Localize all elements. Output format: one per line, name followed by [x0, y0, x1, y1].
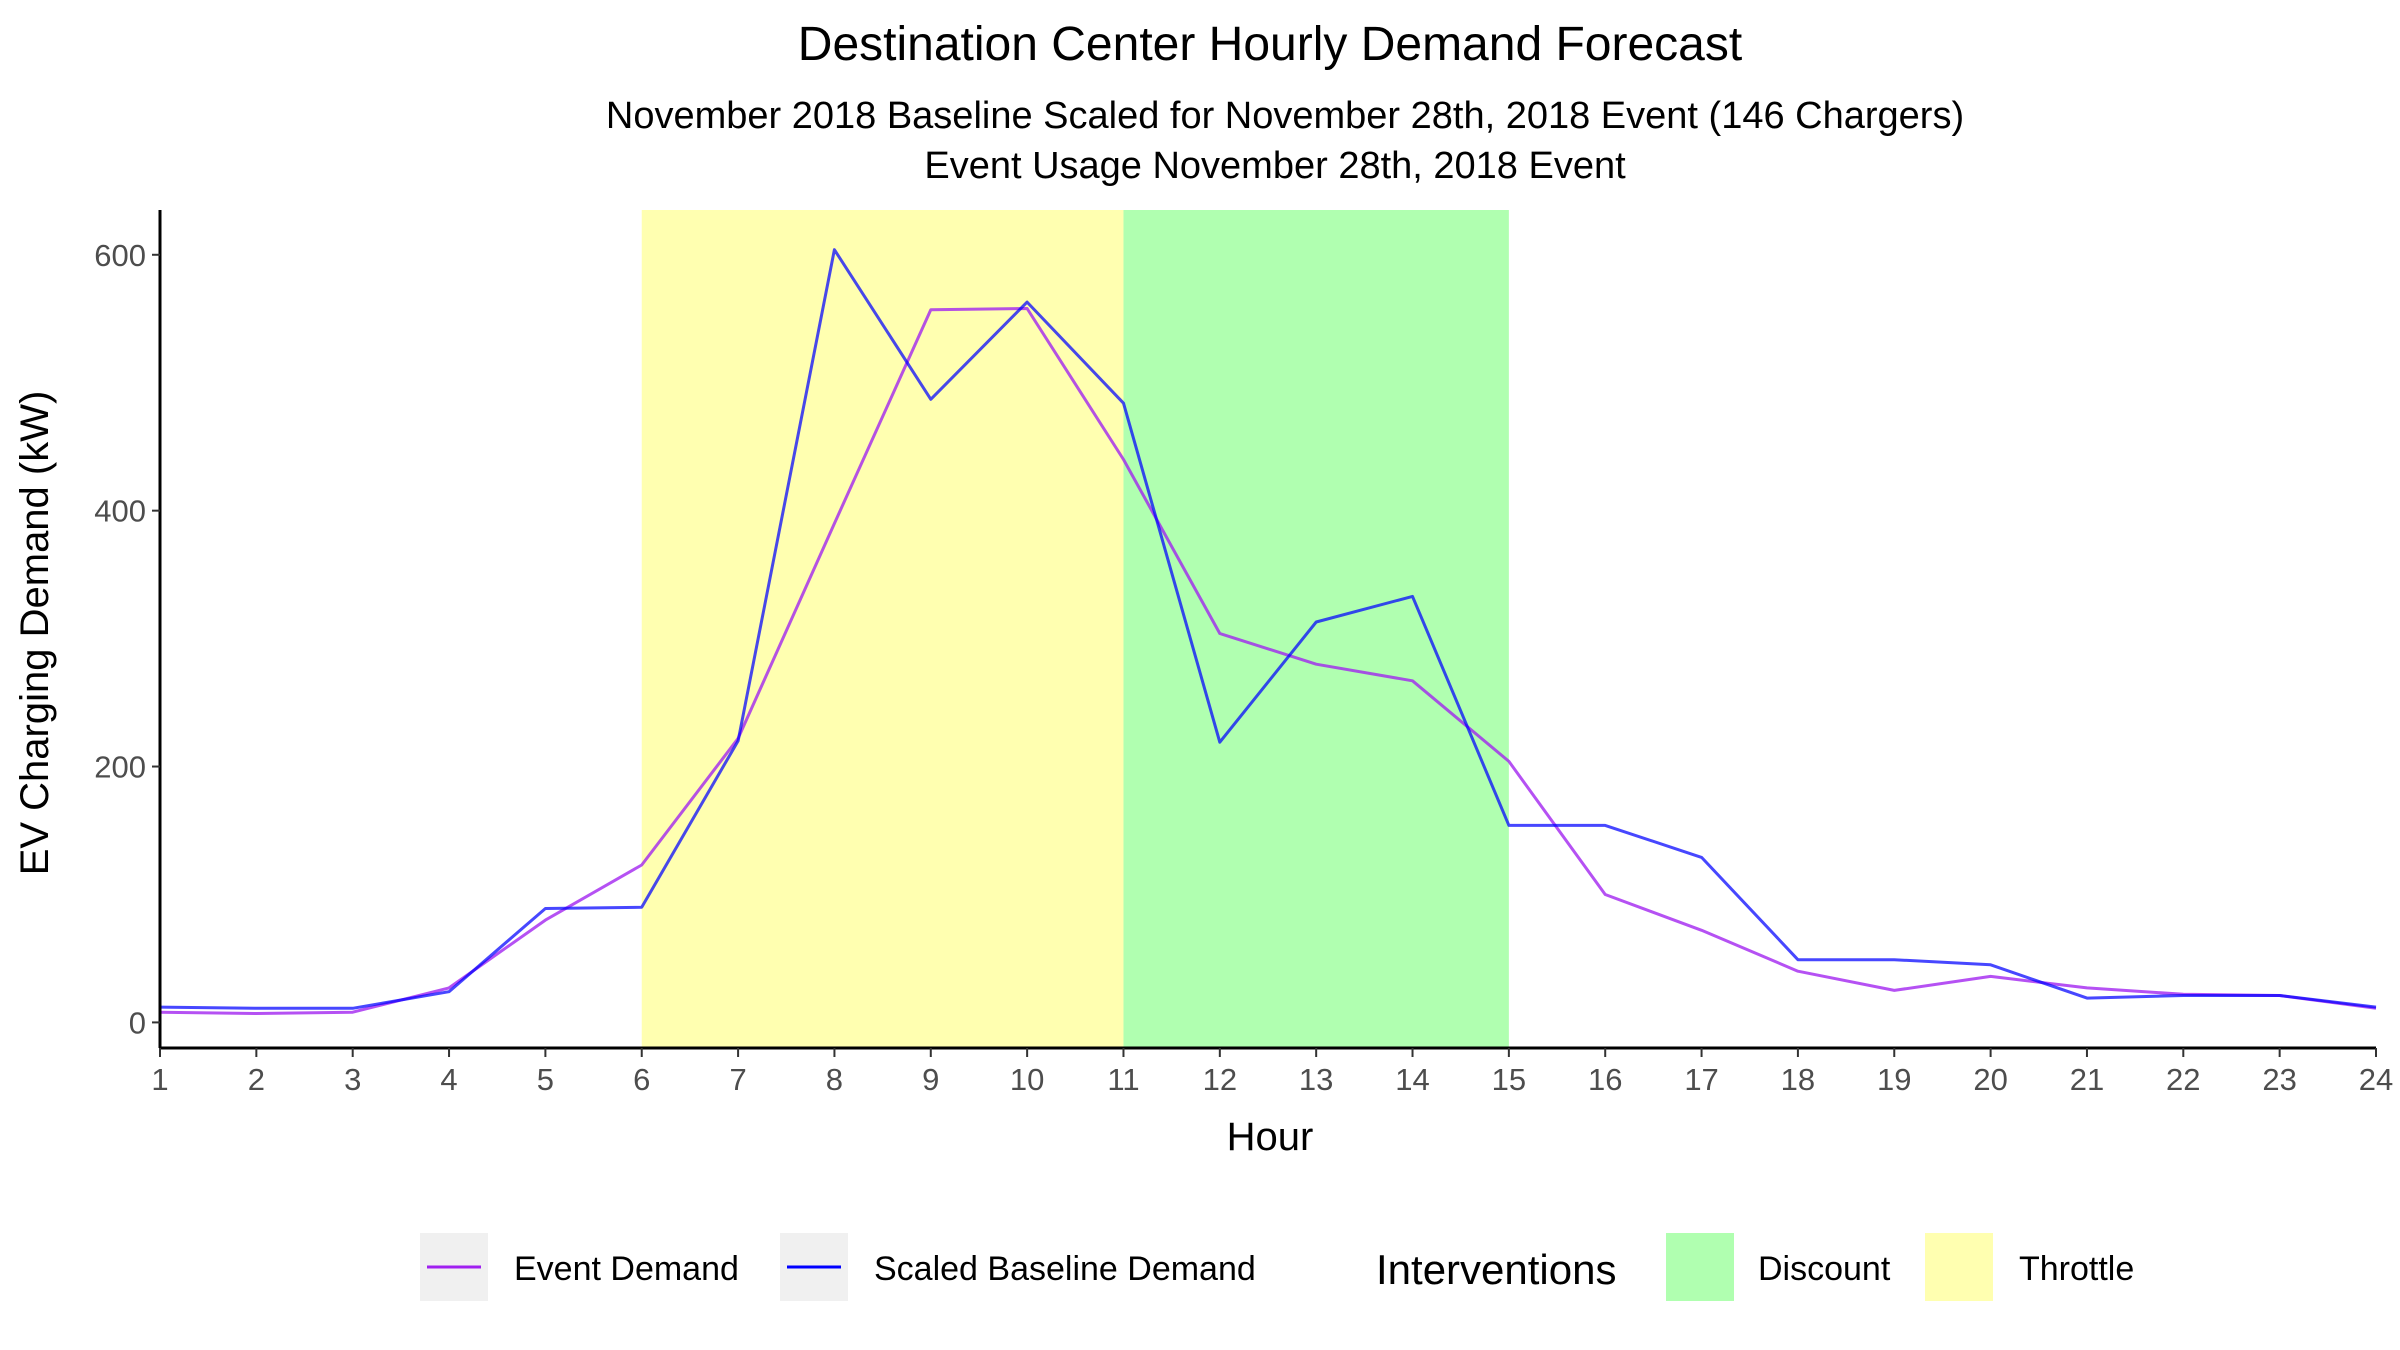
x-tick-label: 12: [1203, 1062, 1237, 1097]
x-tick-label: 22: [2166, 1062, 2200, 1097]
legend-label-throttle: Throttle: [2019, 1250, 2134, 1288]
intervention-bands: [641, 210, 1509, 1048]
y-axis-title: EV Charging Demand (kW): [13, 391, 57, 876]
x-tick-label: 19: [1877, 1062, 1911, 1097]
x-tick-label: 20: [1973, 1062, 2007, 1097]
x-tick-label: 3: [344, 1062, 361, 1097]
legend-label-discount: Discount: [1758, 1250, 1891, 1288]
legend-key-throttle: [1925, 1233, 1993, 1301]
x-tick-label: 14: [1395, 1062, 1429, 1097]
series-lines: [159, 248, 2377, 1015]
x-tick-label: 11: [1107, 1062, 1139, 1097]
band-discount: [1123, 210, 1509, 1048]
x-tick-label: 16: [1588, 1062, 1622, 1097]
x-tick-label: 5: [537, 1062, 554, 1097]
x-tick-label: 7: [729, 1062, 746, 1097]
y-tick-label: 0: [129, 1005, 146, 1040]
series-line-event-demand: [159, 307, 2377, 1015]
x-tick-label: 2: [248, 1062, 265, 1097]
x-tick-label: 10: [1010, 1062, 1044, 1097]
y-tick-label: 600: [94, 238, 146, 273]
x-tick-label: 18: [1781, 1062, 1815, 1097]
x-tick-label: 15: [1492, 1062, 1526, 1097]
x-tick-label: 24: [2359, 1062, 2393, 1097]
legend-title-interventions: Interventions: [1376, 1246, 1616, 1293]
x-tick-label: 9: [922, 1062, 939, 1097]
x-tick-label: 4: [440, 1062, 457, 1097]
x-tick-label: 8: [826, 1062, 843, 1097]
legend-label-scaled-baseline: Scaled Baseline Demand: [874, 1250, 1256, 1288]
x-tick-label: 23: [2262, 1062, 2296, 1097]
legend-key-discount: [1666, 1233, 1734, 1301]
legend-label-event-demand: Event Demand: [514, 1250, 739, 1288]
chart-title: Destination Center Hourly Demand Forecas…: [798, 18, 1742, 71]
x-tick-label: 17: [1684, 1062, 1718, 1097]
chart-subtitle-line-2: Event Usage November 28th, 2018 Event: [924, 145, 1626, 187]
y-tick-label: 200: [94, 750, 146, 785]
legend: Event Demand Scaled Baseline Demand Inte…: [420, 1233, 2134, 1301]
chart-subtitle-line-1: November 2018 Baseline Scaled for Novemb…: [606, 95, 1964, 137]
x-tick-label: 21: [2070, 1062, 2104, 1097]
series-line-scaled-baseline-demand: [159, 248, 2377, 1010]
x-tick-label: 6: [633, 1062, 650, 1097]
x-tick-label: 1: [151, 1062, 168, 1097]
band-throttle: [641, 210, 1124, 1048]
x-axis-title: Hour: [1227, 1115, 1314, 1159]
y-tick-label: 400: [94, 494, 146, 529]
x-tick-label: 13: [1299, 1062, 1333, 1097]
